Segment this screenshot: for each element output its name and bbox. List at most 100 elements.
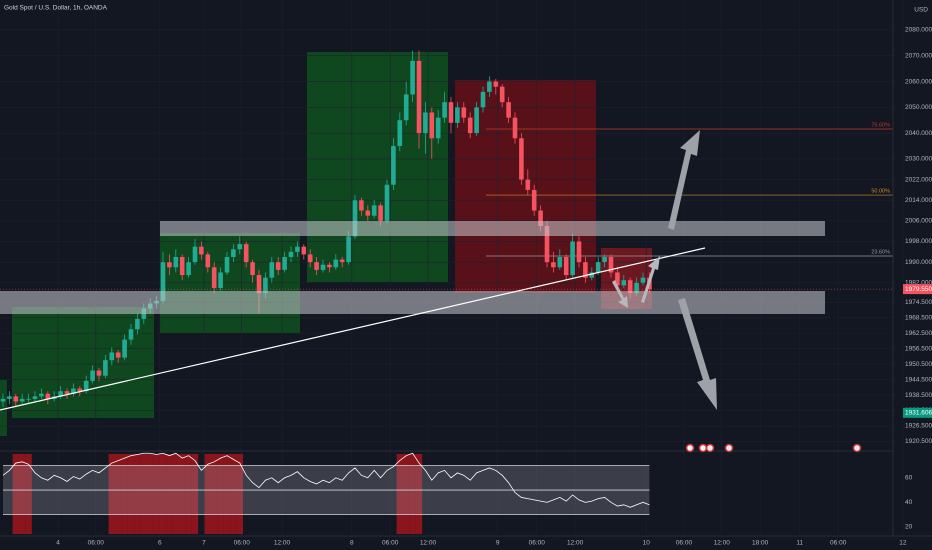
candle-body — [384, 184, 390, 221]
candle-body — [288, 251, 294, 257]
candle-body — [90, 370, 95, 381]
y-tick-label: 2014.000 — [905, 197, 932, 204]
candle-body — [256, 275, 262, 294]
overbought-highlight — [204, 454, 211, 534]
overbought-highlight — [166, 454, 173, 534]
candle-body — [64, 391, 70, 394]
y-tick-label: 2022.000 — [905, 176, 932, 183]
overbought-highlight — [403, 454, 410, 534]
candle-body — [307, 254, 313, 263]
candle-body — [493, 81, 499, 87]
candle-body — [410, 60, 415, 95]
candle-body — [205, 254, 211, 268]
events — [685, 443, 862, 453]
arrow-down — [678, 298, 717, 410]
event-icon[interactable] — [685, 443, 695, 453]
x-tick-label: 6 — [158, 540, 162, 547]
fib-label: 50.00% — [871, 189, 890, 195]
candle-body — [243, 244, 249, 263]
x-tick-label: 06:00 — [88, 540, 105, 547]
candle-body — [563, 256, 569, 276]
y-tick-label: 2030.000 — [905, 156, 932, 163]
candle-body — [301, 246, 307, 255]
x-tick-label: 18:00 — [752, 540, 769, 547]
candle-body — [576, 241, 582, 263]
candle-body — [519, 138, 524, 180]
candle-body — [237, 244, 243, 250]
x-tick-label: 06:00 — [529, 540, 546, 547]
x-tick-label: 06:00 — [234, 540, 251, 547]
candle-body — [263, 277, 268, 294]
y-tick-label: 2006.000 — [905, 218, 932, 225]
x-tick-label: 06:00 — [382, 540, 399, 547]
candle-body — [320, 264, 326, 270]
overbought-highlight — [211, 454, 218, 534]
candle-body — [551, 262, 556, 268]
overbought-highlight — [396, 454, 403, 534]
candle-body — [583, 262, 588, 278]
event-icon[interactable] — [724, 443, 734, 453]
candle-body — [295, 246, 300, 252]
overbought-highlight — [153, 454, 160, 534]
candle-body — [467, 117, 473, 134]
candle-body — [211, 267, 217, 288]
marker-price-label: 1931.606 — [905, 410, 932, 417]
candle-body — [608, 256, 614, 273]
candle-body — [186, 262, 191, 276]
candle-body — [442, 102, 447, 118]
candle-body — [224, 256, 230, 273]
y-tick-label: 1968.500 — [905, 314, 932, 321]
candle-body — [621, 280, 627, 286]
candle-body — [602, 256, 607, 263]
overbought-highlight — [140, 454, 147, 534]
candle-body — [231, 249, 236, 257]
overbought-highlight — [409, 454, 416, 534]
fib-label: 23.60% — [871, 249, 890, 255]
candle-body — [103, 360, 108, 376]
candle-body — [525, 179, 531, 190]
event-icon[interactable] — [698, 443, 708, 453]
overbought-highlight — [134, 454, 141, 534]
candle-body — [615, 272, 620, 286]
fib-levels: 75.60% 50.00% 23.60% — [486, 122, 893, 257]
candle-body — [19, 398, 25, 402]
candle-body — [429, 112, 435, 139]
candle-body — [71, 388, 76, 394]
candle-body — [480, 91, 486, 108]
x-tick-label: 9 — [496, 540, 500, 547]
overbought-highlight — [179, 454, 186, 534]
trend-line — [0, 247, 706, 411]
y-tick-label: 2060.000 — [905, 78, 932, 85]
y-tick-label: 1938.500 — [905, 392, 932, 399]
overbought-highlight — [172, 454, 179, 534]
overbought-highlight — [25, 454, 32, 534]
candle-body — [435, 117, 441, 139]
y-tick-label: 2070.000 — [905, 52, 932, 59]
x-tick-label: 11 — [796, 540, 803, 547]
candle-body — [499, 86, 505, 103]
candle-body — [589, 272, 595, 278]
x-tick-label: 06:00 — [676, 540, 693, 547]
overbought-highlight — [121, 454, 128, 534]
overbought-highlight — [236, 454, 243, 534]
event-icon[interactable] — [705, 443, 715, 453]
candle-body — [109, 352, 115, 361]
candle-body — [634, 282, 639, 294]
x-tick-label: 12:00 — [274, 540, 291, 547]
last-price-tag — [903, 284, 932, 295]
x-tick-label: 8 — [350, 540, 354, 547]
candle-body — [423, 112, 428, 134]
y-tick-label: 2050.000 — [905, 104, 932, 111]
candle-body — [0, 398, 6, 402]
event-icon[interactable] — [852, 443, 862, 453]
candle-body — [275, 262, 281, 270]
candle-body — [544, 226, 550, 263]
y-tick-label: 1982.000 — [905, 280, 932, 287]
candle-body — [557, 256, 563, 268]
candle-body — [378, 205, 383, 221]
candle-body — [7, 396, 12, 399]
candle-body — [506, 102, 511, 118]
candle-body — [77, 388, 83, 392]
